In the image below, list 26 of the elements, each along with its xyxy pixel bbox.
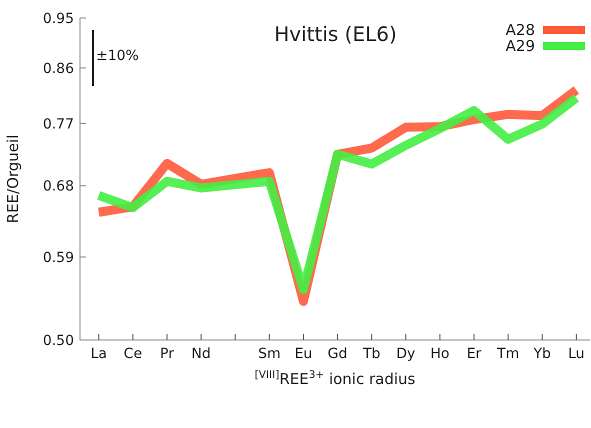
x-tick-label: Gd — [328, 346, 348, 362]
x-tick-label: Tb — [362, 346, 380, 362]
y-tick-label: 0.50 — [42, 332, 74, 349]
annotation: ±10% — [96, 48, 139, 64]
x-tick-label: Pr — [160, 346, 174, 362]
x-tick-label: Er — [466, 346, 482, 362]
x-tick-label: Sm — [258, 346, 281, 362]
legend-label: A29 — [506, 37, 535, 55]
y-tick-label: 0.77 — [42, 116, 74, 132]
legend-label: A28 — [506, 21, 535, 39]
x-tick-label: Dy — [396, 346, 416, 362]
x-tick-label: Nd — [191, 346, 211, 362]
y-tick-label: 0.86 — [42, 60, 74, 77]
x-tick-label: Tm — [496, 346, 520, 362]
y-tick-label: 0.59 — [42, 250, 74, 266]
x-tick-label: Ce — [124, 346, 142, 362]
x-tick-label: Eu — [294, 346, 312, 362]
x-axis-title: $^{[VIII]}$REE$^{3+}$ ionic radius — [254, 369, 416, 388]
x-tick-label: Lu — [568, 346, 585, 362]
x-tick-label: La — [90, 346, 107, 362]
y-tick-label: 0.68 — [42, 178, 74, 195]
y-tick-label: 0.95 — [42, 10, 74, 27]
x-tick-label: Yb — [532, 346, 552, 362]
y-axis-title: REE/Orgueil — [4, 134, 22, 224]
chart-title: Hvittis (EL6) — [274, 22, 397, 46]
x-tick-label: Ho — [430, 346, 450, 362]
